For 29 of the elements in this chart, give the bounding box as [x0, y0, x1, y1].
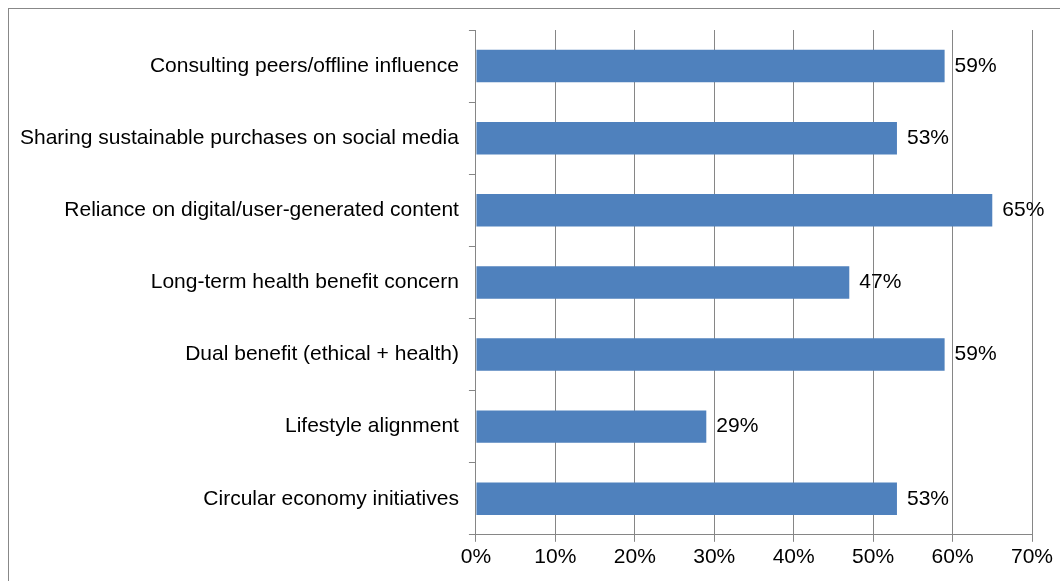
data-label: 47% [859, 269, 902, 293]
bar [476, 121, 897, 155]
x-tick-label: 70% [1010, 544, 1054, 568]
y-tick-label: Circular economy initiatives [203, 485, 459, 509]
y-tick-label: Consulting peers/offline influence [149, 52, 459, 76]
data-label: 59% [954, 341, 997, 365]
bar [476, 266, 850, 299]
bar [476, 194, 993, 227]
x-tick-label: 20% [613, 544, 656, 568]
bar [476, 482, 897, 515]
x-tick-label: 60% [931, 544, 974, 568]
data-label: 53% [906, 485, 949, 509]
y-tick-label: Dual benefit (ethical + health) [185, 341, 459, 365]
x-tick-label: 50% [852, 544, 895, 568]
x-tick-label: 40% [772, 544, 815, 568]
y-tick-label: Sharing sustainable purchases on social media [19, 124, 460, 148]
data-label: 65% [1002, 197, 1045, 221]
bar [476, 338, 945, 371]
bar [476, 49, 945, 83]
x-tick-label: 0% [460, 544, 492, 568]
data-label: 59% [954, 52, 997, 76]
data-label: 53% [906, 124, 949, 148]
data-label: 29% [716, 413, 759, 437]
x-tick-label: 30% [693, 544, 736, 568]
y-tick-label: Long-term health benefit concern [150, 269, 459, 293]
bar [476, 410, 707, 443]
y-tick-label: Lifestyle alignment [284, 413, 460, 437]
x-tick-label: 10% [534, 544, 577, 568]
y-tick-label: Reliance on digital/user-generated content [64, 197, 460, 221]
